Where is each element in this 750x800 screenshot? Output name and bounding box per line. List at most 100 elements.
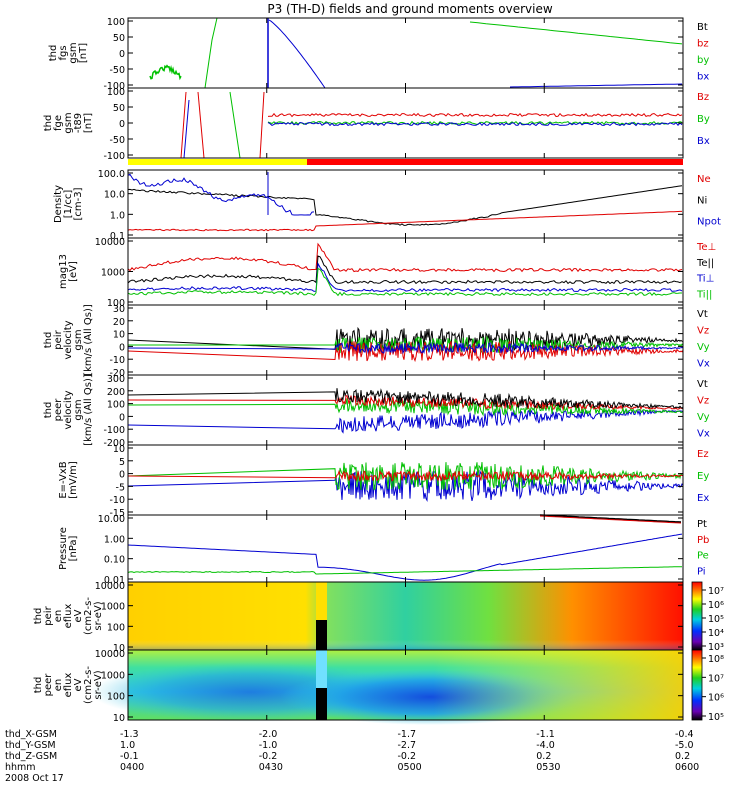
- y-tick-label: 0: [119, 119, 125, 130]
- y-tick-label: 0: [119, 470, 125, 481]
- legend-entry: Ni: [697, 195, 707, 206]
- legend-entry: Vz: [697, 396, 709, 407]
- y-tick-label: 10: [113, 643, 125, 654]
- series-Pi: [127, 533, 683, 581]
- series-by-rise: [204, 17, 218, 89]
- y-tick-label: 10: [113, 444, 125, 455]
- x-axis-value: -1.3: [120, 729, 139, 740]
- y-tick-label: 100: [107, 87, 125, 98]
- y-axis-label-line: thd: [43, 332, 54, 349]
- y-tick-label: -15: [109, 508, 125, 519]
- series-Ti-perp: [127, 261, 683, 293]
- y-tick-label: -5: [116, 482, 125, 493]
- x-axis-row-label: thd_Y-GSM: [5, 740, 56, 751]
- y-tick-label: 100.0: [98, 169, 125, 180]
- colorbar-tick-label: 10³: [708, 642, 724, 653]
- y-tick-label: 10.00: [98, 514, 125, 525]
- y-tick-label: -100: [103, 81, 125, 92]
- y-axis-label-line: thd: [33, 608, 44, 625]
- series-Ni: [127, 185, 683, 226]
- y-tick-label: 0: [119, 342, 125, 353]
- y-tick-label: -100: [103, 425, 125, 436]
- y-tick-label: 100: [107, 17, 125, 28]
- y-axis-label-line: Density: [53, 185, 64, 223]
- x-axis-value: 0500: [398, 762, 422, 773]
- colorbar-tick-label: 10⁷: [708, 586, 724, 597]
- y-axis-label: thd peer en eflux eV (cm2-s-sr-eV): [33, 666, 104, 704]
- legend-entry: Te||: [696, 258, 714, 269]
- legend-entry: Vy: [697, 342, 710, 353]
- y-tick-label: 0.1: [110, 231, 125, 242]
- mode-bar-slow: [128, 159, 307, 165]
- series-by-low: [149, 64, 182, 81]
- y-tick-label: 5: [119, 457, 125, 468]
- y-tick-label: 20: [113, 317, 125, 328]
- y-tick-label: 0.01: [104, 575, 125, 586]
- y-tick-label: 10000: [95, 581, 125, 592]
- y-axis-label-line: [1/cc]: [63, 190, 74, 219]
- x-axis-value: -0.4: [675, 729, 694, 740]
- y-axis-label: mag13 [eV]: [58, 254, 79, 289]
- panel-frame: [127, 237, 684, 306]
- series-Vt: [127, 326, 684, 354]
- y-axis-label: thd fge gsm -t89 [nT]: [43, 112, 94, 133]
- y-tick-label: 50: [113, 103, 125, 114]
- y-axis-label-line: sr-eV): [93, 601, 104, 630]
- series-bx-decay: [268, 19, 326, 89]
- electron-gap-strip: [316, 650, 327, 720]
- legend-entry: Vy: [697, 412, 710, 423]
- y-axis-label-line: [nT]: [78, 43, 89, 63]
- y-tick-label: 30: [113, 304, 125, 315]
- y-tick-label: 0.10: [104, 555, 125, 566]
- series-by-decay: [469, 21, 683, 45]
- y-tick-label: -10: [109, 495, 125, 506]
- y-axis-label-line: fgs: [58, 45, 69, 60]
- y-tick-label: 100: [107, 400, 125, 411]
- x-axis-value: -0.2: [259, 751, 278, 762]
- electron-high-flux: [128, 650, 683, 720]
- series-Bx-line: [267, 121, 683, 127]
- y-axis-label: thd peer velocity gsm [km/s (All Qs)]: [43, 374, 94, 446]
- y-tick-label: 200: [107, 387, 125, 398]
- legend-entry: Ne: [697, 174, 711, 185]
- y-tick-label: 10: [113, 713, 125, 724]
- y-axis-label-line: [mV/m]: [68, 461, 79, 499]
- x-axis-value: 0600: [675, 762, 699, 773]
- x-axis-value: -1.1: [536, 729, 555, 740]
- y-tick-label: 0: [119, 412, 125, 423]
- ion-gap-black: [316, 620, 327, 650]
- panel-peer-velocity: [127, 388, 684, 434]
- x-axis-value: 0.2: [675, 751, 690, 762]
- y-tick-label: -100: [103, 151, 125, 162]
- series-Vx: [127, 341, 684, 355]
- y-tick-label: 10000: [95, 649, 125, 660]
- y-axis-label-line: [cm-3]: [73, 187, 84, 220]
- panel-efield: [127, 462, 684, 503]
- mode-bar-fast: [307, 159, 683, 165]
- y-axis-label: Pressure [nPa]: [58, 527, 79, 570]
- x-axis-value: -5.0: [675, 740, 694, 751]
- series-Pb: [539, 515, 682, 524]
- series-Ti-par: [127, 267, 682, 297]
- y-tick-label: 0: [119, 49, 125, 60]
- y-axis-label-line: gsm: [68, 42, 79, 63]
- y-axis-label-line: en: [53, 610, 64, 623]
- legend-entry: Vx: [697, 429, 710, 440]
- y-axis-label: thd fgs gsm [nT]: [48, 42, 89, 63]
- y-axis-label-line: (cm2-s-: [83, 597, 94, 635]
- y-tick-label: 300: [107, 374, 125, 385]
- x-axis-value: 1.0: [120, 740, 135, 751]
- colorbar-tick-label: 10⁸: [708, 654, 724, 665]
- y-tick-label: -50: [109, 65, 125, 76]
- y-axis-label: thd peir velocity gsm [km/s (All Qs)]: [43, 304, 94, 376]
- legend-entry: bx: [697, 72, 709, 83]
- panel-frame: [127, 17, 684, 89]
- x-axis-value: -4.0: [536, 740, 555, 751]
- y-tick-label: -200: [103, 438, 125, 449]
- y-axis-label-line: peir: [43, 605, 54, 625]
- y-axis-label-line: peer: [53, 398, 64, 422]
- legend-entry: Ex: [697, 493, 709, 504]
- y-axis-label-line: [nT]: [83, 113, 94, 133]
- x-axis-value: 0530: [536, 762, 560, 773]
- series-Te-perp: [127, 242, 683, 273]
